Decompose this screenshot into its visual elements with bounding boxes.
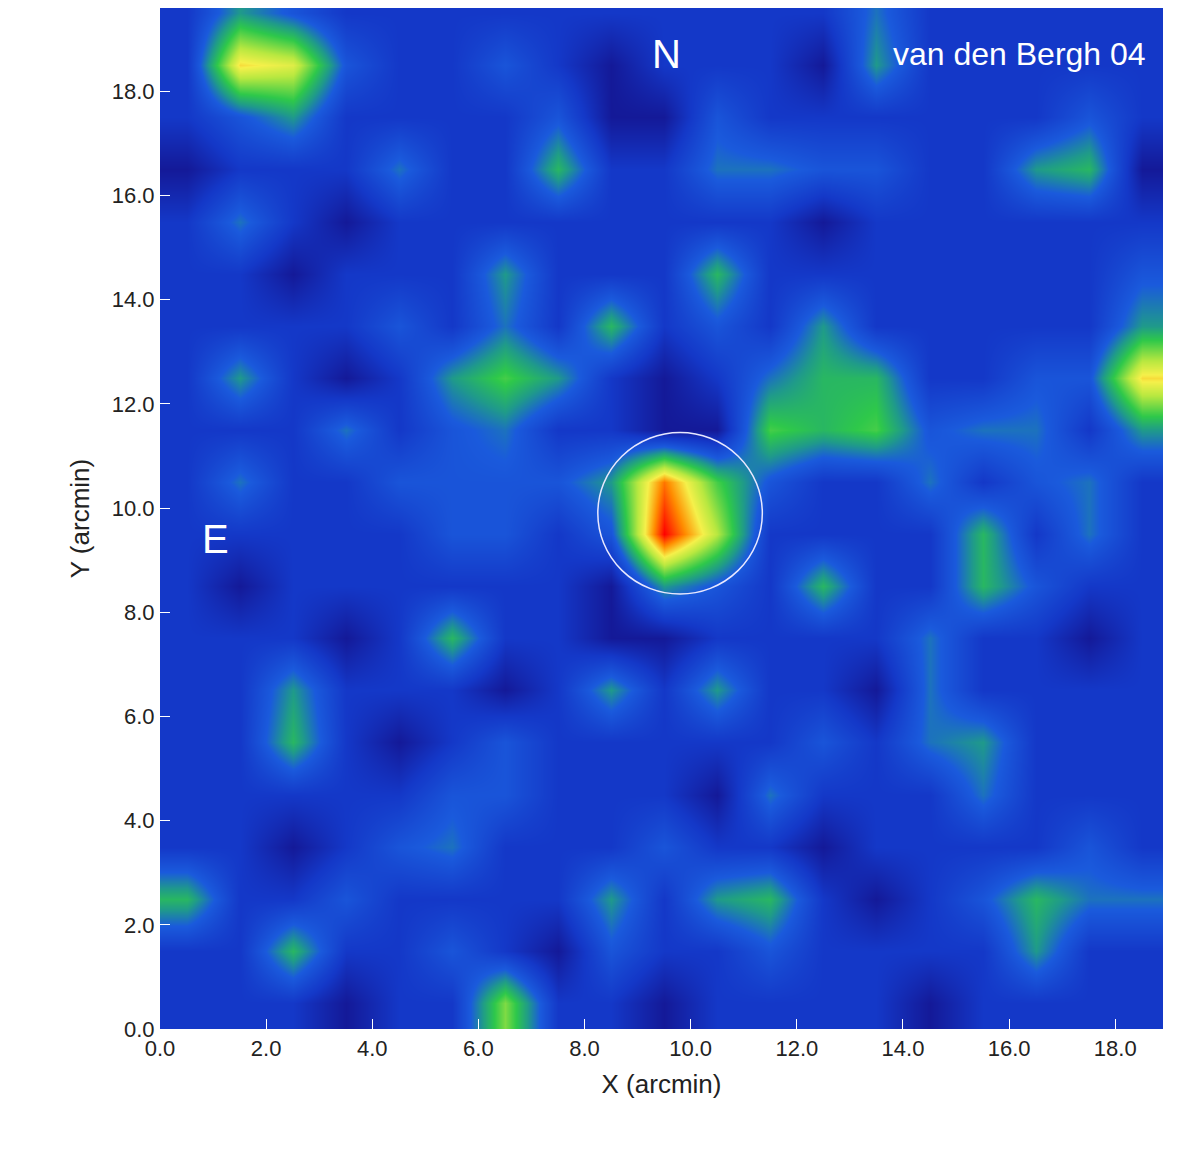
svg-text:14.0: 14.0	[112, 287, 155, 312]
svg-text:X (arcmin): X (arcmin)	[602, 1069, 722, 1099]
svg-text:4.0: 4.0	[357, 1036, 388, 1061]
svg-text:12.0: 12.0	[112, 392, 155, 417]
svg-text:8.0: 8.0	[569, 1036, 600, 1061]
svg-text:6.0: 6.0	[463, 1036, 494, 1061]
svg-text:18.0: 18.0	[112, 79, 155, 104]
svg-text:12.0: 12.0	[775, 1036, 818, 1061]
svg-text:6.0: 6.0	[124, 704, 155, 729]
svg-text:Y (arcmin): Y (arcmin)	[65, 459, 95, 578]
svg-text:18.0: 18.0	[1094, 1036, 1137, 1061]
svg-text:10.0: 10.0	[112, 496, 155, 521]
svg-text:14.0: 14.0	[882, 1036, 925, 1061]
svg-text:E: E	[202, 517, 229, 561]
svg-text:10.0: 10.0	[669, 1036, 712, 1061]
svg-text:8.0: 8.0	[124, 600, 155, 625]
svg-text:16.0: 16.0	[112, 183, 155, 208]
svg-text:van den Bergh 04: van den Bergh 04	[893, 36, 1146, 72]
svg-text:N: N	[652, 32, 681, 76]
svg-text:16.0: 16.0	[988, 1036, 1031, 1061]
svg-text:2.0: 2.0	[124, 913, 155, 938]
svg-text:0.0: 0.0	[145, 1036, 176, 1061]
svg-text:2.0: 2.0	[251, 1036, 282, 1061]
svg-text:4.0: 4.0	[124, 808, 155, 833]
svg-text:0.0: 0.0	[124, 1017, 155, 1042]
